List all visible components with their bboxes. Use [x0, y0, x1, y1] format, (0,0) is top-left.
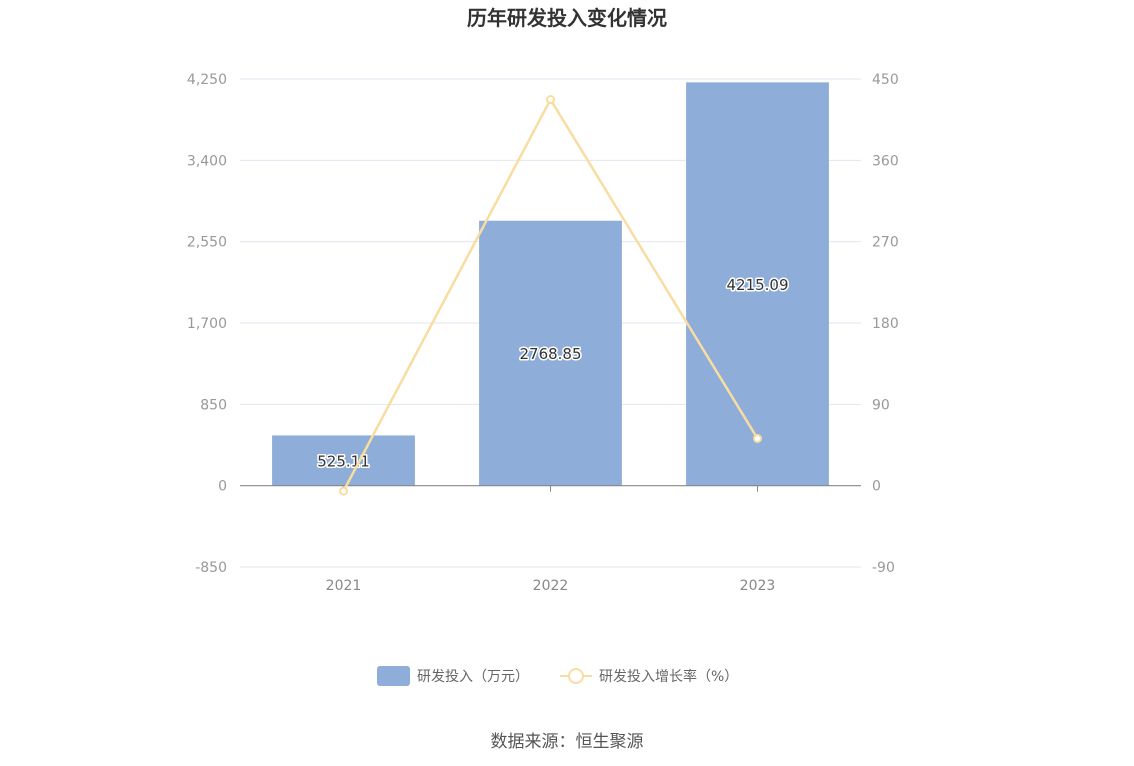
legend-label-line: 研发投入增长率（%）	[599, 668, 738, 685]
right-tick-label: 360	[872, 153, 899, 169]
left-tick-label: 0	[218, 479, 227, 495]
right-tick-label: 270	[872, 235, 899, 251]
left-tick-label: 4,250	[187, 72, 227, 88]
right-tick-label: 90	[872, 397, 890, 413]
bar	[479, 220, 622, 486]
chart-title: 历年研发投入变化情况	[467, 6, 667, 30]
growth-point	[339, 486, 348, 496]
left-axis: -850 0 850 1,700 2,550 3,400 4,250	[187, 72, 227, 576]
left-tick-label: 3,400	[187, 153, 227, 169]
growth-point	[546, 95, 555, 105]
x-tick-label: 2023	[740, 578, 776, 594]
bar	[686, 82, 829, 486]
bar	[272, 435, 415, 486]
bar-data-label: 4215.09	[726, 276, 788, 294]
right-tick-label: 450	[872, 72, 899, 88]
legend-swatch-marker	[568, 668, 584, 684]
right-tick-label: -90	[872, 560, 895, 576]
right-tick-label: 0	[872, 479, 881, 495]
legend[interactable]: 研发投入（万元） 研发投入增长率（%）	[377, 666, 738, 686]
x-tick-label: 2022	[533, 578, 569, 594]
left-tick-label: 1,700	[187, 316, 227, 332]
bar-data-label: 2768.85	[519, 345, 581, 363]
left-tick-label: 850	[200, 397, 227, 413]
left-tick-label: -850	[195, 560, 227, 576]
right-axis: -90 0 90 180 270 360 450	[872, 72, 899, 576]
right-tick-label: 180	[872, 316, 899, 332]
data-source: 数据来源：恒生聚源	[491, 732, 644, 752]
growth-point	[753, 433, 762, 443]
line-series	[339, 95, 762, 496]
left-tick-label: 2,550	[187, 235, 227, 251]
legend-swatch-bar	[377, 666, 410, 686]
x-tick-label: 2021	[326, 578, 362, 594]
legend-label-bar: 研发投入（万元）	[417, 669, 529, 685]
x-axis: 2021 2022 2023	[326, 485, 776, 594]
bar-series	[272, 82, 829, 486]
